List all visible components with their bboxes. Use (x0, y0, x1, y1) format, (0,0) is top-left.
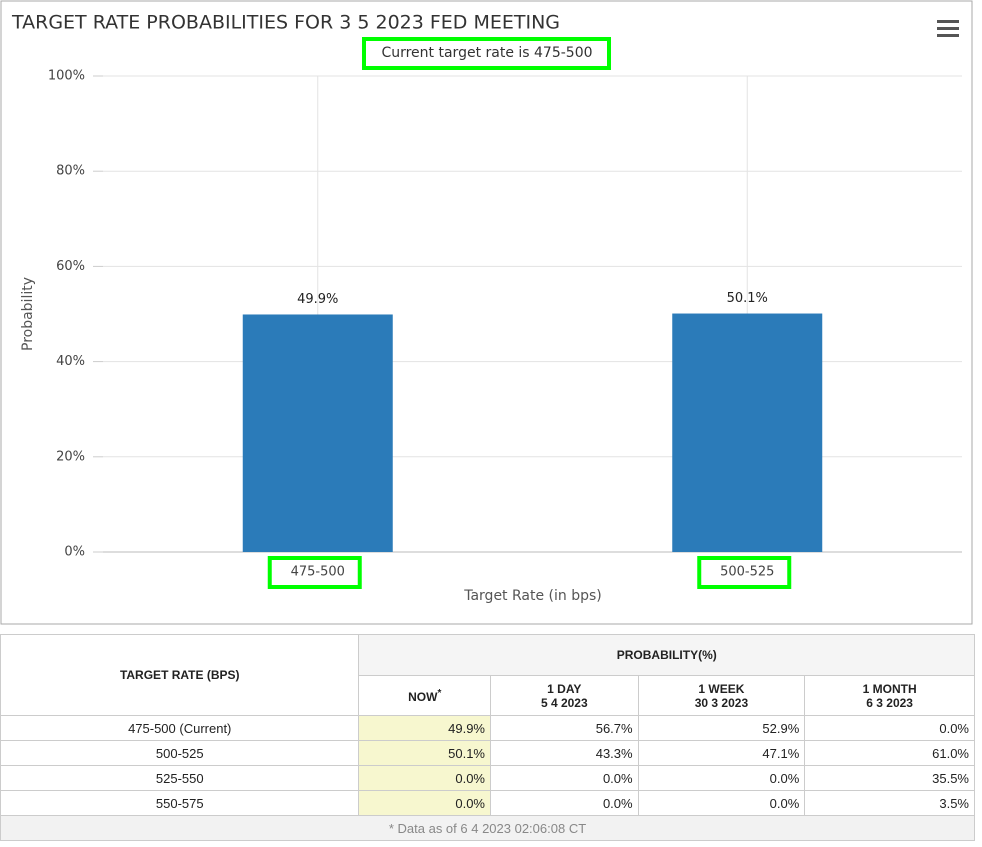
x-axis-title: Target Rate (in bps) (463, 588, 602, 604)
bar (672, 313, 823, 552)
table-cell: 0.0% (358, 765, 491, 791)
table-cell: 56.7% (490, 715, 639, 741)
column-header: 1 DAY 5 4 2023 (490, 675, 639, 716)
value-label: 50.1% (727, 291, 768, 306)
chart: TARGET RATE PROBABILITIES FOR 3 5 2023 F… (0, 0, 973, 625)
y-tick-label: 100% (48, 69, 85, 84)
y-axis-title: Probability (20, 277, 36, 351)
chart-frame (0, 0, 973, 625)
bar (242, 314, 393, 552)
table-row: 525-550 0.0% 0.0% 0.0% 35.5% (0, 765, 975, 791)
table-cell: 61.0% (804, 740, 975, 766)
table-cell: 47.1% (637, 740, 806, 766)
x-tick-label: 500-525 (720, 565, 774, 580)
table-cell: 49.9% (358, 715, 491, 741)
column-name: 1 WEEK (698, 681, 745, 696)
table-cell: 0.0% (490, 765, 639, 791)
y-tick-label: 40% (56, 354, 85, 369)
chart-subtitle: Current target rate is 475-500 (381, 45, 592, 61)
table-cell: 0.0% (358, 790, 491, 816)
highlight-box (267, 556, 362, 589)
table-row: 475-500 (Current) 49.9% 56.7% 52.9% 0.0% (0, 715, 975, 741)
y-tick-label: 0% (64, 545, 85, 560)
column-date: 6 3 2023 (866, 695, 913, 710)
probability-table: TARGET RATE (BPS) PROBABILITY(%) NOW* 1 DAY… (0, 634, 975, 841)
table-row: 500-525 50.1% 43.3% 47.1% 61.0% (0, 740, 975, 766)
table-cell: 475-500 (Current) (0, 715, 360, 741)
column-header: 1 WEEK 30 3 2023 (637, 675, 806, 716)
table-cell: 0.0% (637, 765, 806, 791)
table-cell: 3.5% (804, 790, 975, 816)
menu-line (937, 34, 959, 37)
table-cell: 50.1% (358, 740, 491, 766)
table-cell: 0.0% (490, 790, 639, 816)
column-header: 1 MONTH 6 3 2023 (804, 675, 975, 716)
y-tick-label: 80% (56, 164, 85, 179)
highlight-box (362, 37, 611, 70)
table-cell: 52.9% (637, 715, 806, 741)
column-name: 1 DAY (547, 681, 582, 696)
menu-line (937, 27, 959, 30)
table-cell: 550-575 (0, 790, 360, 816)
column-name: 1 MONTH (862, 681, 917, 696)
highlight-box (697, 556, 792, 589)
menu-line (937, 20, 959, 23)
table-row: 550-575 0.0% 0.0% 0.0% 3.5% (0, 790, 975, 816)
y-tick-label: 20% (56, 449, 85, 464)
header-cell: PROBABILITY(%) (358, 634, 975, 676)
table-cell: 0.0% (804, 715, 975, 741)
menu-button[interactable] (937, 20, 959, 37)
column-date: 5 4 2023 (540, 695, 588, 710)
column-mark: * (437, 687, 442, 699)
table-cell: 525-550 (0, 765, 360, 791)
table-cell: 500-525 (0, 740, 360, 766)
header-row: TARGET RATE (BPS) PROBABILITY(%) (0, 634, 975, 716)
column-date: 30 3 2023 (694, 695, 749, 710)
table-cell: 35.5% (804, 765, 975, 791)
y-tick-label: 60% (56, 259, 85, 274)
x-tick-label: 475-500 (291, 565, 345, 580)
column-header: NOW* (358, 675, 491, 716)
header-cell: TARGET RATE (BPS) (0, 634, 360, 716)
chart-title: TARGET RATE PROBABILITIES FOR 3 5 2023 F… (11, 12, 560, 34)
footnote: * Data as of 6 4 2023 02:06:08 CT (0, 815, 975, 841)
table-cell: 0.0% (637, 790, 806, 816)
value-label: 49.9% (297, 292, 338, 307)
table-cell: 43.3% (490, 740, 639, 766)
footer-row: * Data as of 6 4 2023 02:06:08 CT (0, 815, 975, 841)
column-name: NOW (408, 689, 438, 704)
